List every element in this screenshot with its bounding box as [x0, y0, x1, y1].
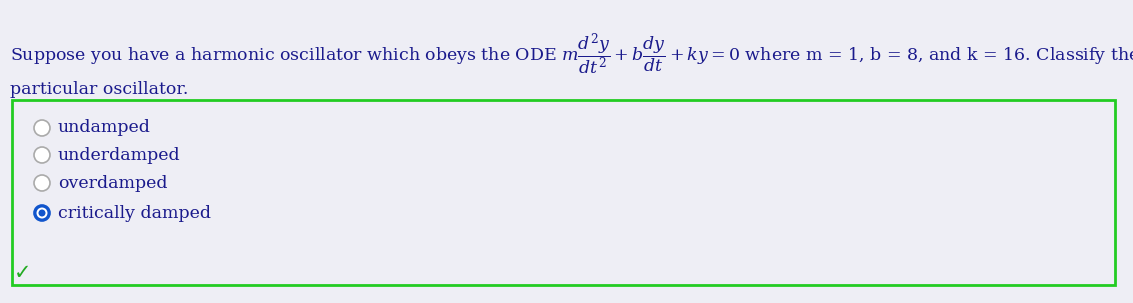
Circle shape — [39, 209, 45, 217]
Circle shape — [36, 208, 48, 218]
Text: critically damped: critically damped — [58, 205, 211, 221]
Text: particular oscillator.: particular oscillator. — [10, 82, 188, 98]
Circle shape — [34, 147, 50, 163]
Circle shape — [34, 205, 50, 221]
Circle shape — [34, 120, 50, 136]
Text: underdamped: underdamped — [58, 146, 180, 164]
Text: ✓: ✓ — [14, 263, 32, 283]
Text: undamped: undamped — [58, 119, 151, 136]
Circle shape — [34, 175, 50, 191]
Text: overdamped: overdamped — [58, 175, 168, 191]
FancyBboxPatch shape — [12, 100, 1115, 285]
Text: Suppose you have a harmonic oscillator which obeys the ODE $m\dfrac{d^2y}{dt^2} : Suppose you have a harmonic oscillator w… — [10, 32, 1133, 78]
